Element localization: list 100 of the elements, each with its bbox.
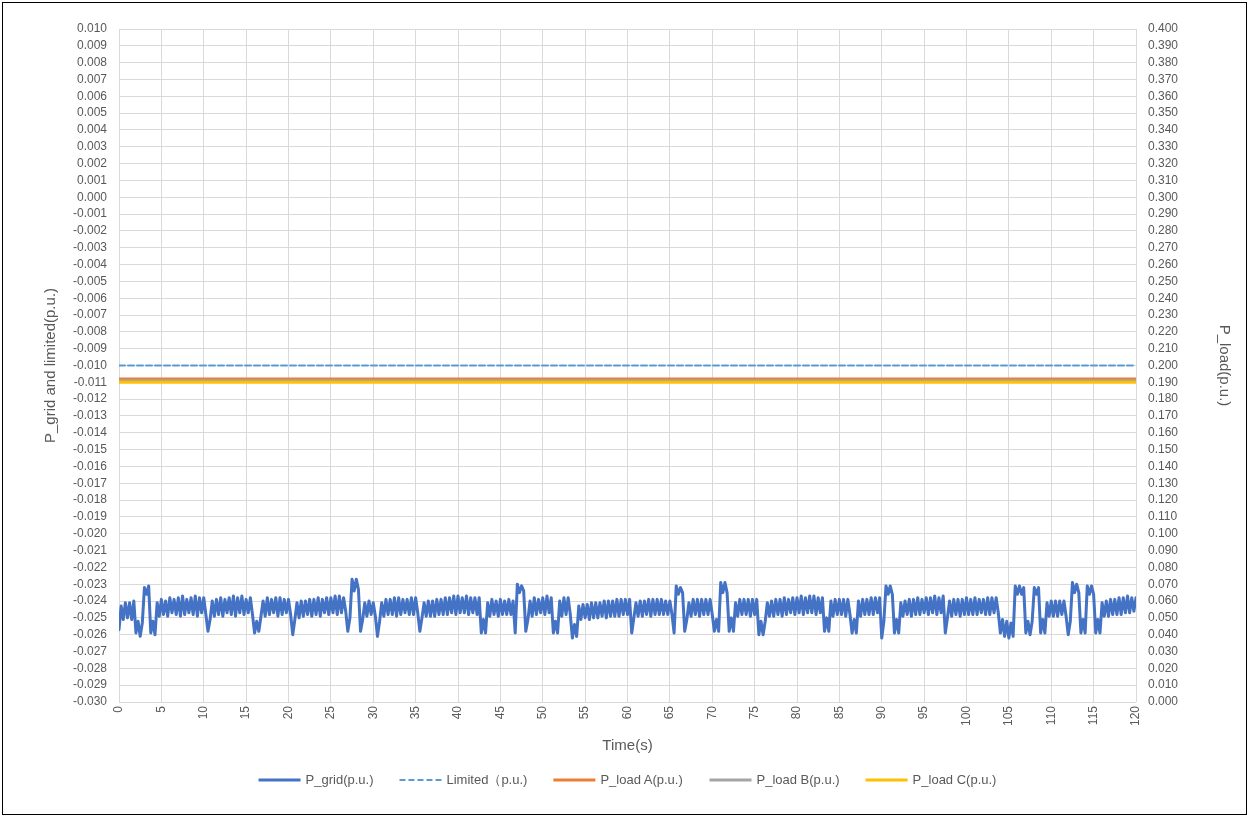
x-tick-label: 35 [407, 705, 422, 720]
y-tick-label: 0.005 [76, 105, 108, 120]
x-tick-label: 25 [323, 705, 338, 720]
y-tick-label: -0.018 [72, 492, 108, 507]
y-tick-label: 0.004 [76, 122, 108, 137]
x-tick-label: 100 [958, 705, 973, 727]
y-tick-label: -0.026 [72, 627, 108, 642]
x-tick-label: 105 [1001, 705, 1016, 727]
y-tick-label: 0.002 [76, 155, 108, 170]
y2-tick-label: 0.190 [1148, 374, 1179, 389]
y2-tick-label: 0.140 [1148, 458, 1179, 473]
y2-tick-label: 0.030 [1148, 643, 1179, 658]
x-tick-label: 75 [746, 705, 761, 720]
y2-tick-label: 0.370 [1148, 71, 1179, 86]
y-tick-label: 0.009 [76, 38, 108, 53]
y-tick-label: -0.008 [72, 324, 108, 339]
y2-tick-label: 0.330 [1148, 139, 1179, 154]
y2-tick-label: 0.020 [1148, 660, 1179, 675]
legend-label: Limited（p.u.) [446, 771, 528, 787]
y-tick-label: 0.008 [76, 54, 108, 69]
x-tick-label: 55 [577, 705, 592, 720]
y2-tick-label: 0.120 [1148, 492, 1179, 507]
y-tick-label: -0.017 [72, 475, 108, 490]
y2-tick-label: 0.340 [1148, 122, 1179, 137]
y2-tick-label: 0.200 [1148, 357, 1179, 372]
y-tick-label: -0.027 [72, 643, 108, 658]
legend-label: P_grid(p.u.) [305, 771, 374, 787]
y2-tick-label: 0.310 [1148, 172, 1179, 187]
y-tick-label: -0.002 [72, 223, 108, 238]
y-axis-title: P_grid and limited(p.u.) [41, 287, 59, 444]
y-tick-label: -0.024 [72, 593, 108, 608]
y2-tick-label: 0.300 [1148, 189, 1179, 204]
x-tick-label: 90 [874, 705, 889, 720]
y2-tick-label: 0.260 [1148, 256, 1179, 271]
y-tick-label: 0.006 [76, 88, 108, 103]
x-tick-label: 110 [1043, 705, 1058, 726]
y-tick-label: -0.030 [72, 694, 108, 709]
y2-tick-label: 0.230 [1148, 307, 1179, 322]
x-tick-label: 95 [916, 705, 931, 720]
x-tick-label: 65 [662, 705, 677, 720]
y-tick-label: -0.029 [72, 677, 108, 692]
y2-tick-label: 0.360 [1148, 88, 1179, 103]
y-tick-label: -0.015 [72, 441, 108, 456]
y2-tick-label: 0.080 [1148, 559, 1179, 574]
y2-tick-label: 0.220 [1148, 324, 1179, 339]
y-tick-label: -0.013 [72, 408, 108, 423]
y2-tick-label: 0.160 [1148, 425, 1179, 440]
y-tick-label: -0.020 [72, 526, 108, 541]
y-tick-label: -0.012 [72, 391, 108, 406]
y2-tick-label: 0.270 [1148, 240, 1179, 255]
x-tick-label: 70 [704, 705, 719, 720]
y2-tick-label: 0.400 [1148, 21, 1179, 36]
x-axis-title: Time(s) [602, 736, 653, 754]
y-tick-label: -0.009 [72, 340, 108, 355]
y2-tick-label: 0.350 [1148, 105, 1179, 120]
x-tick-label: 40 [450, 705, 465, 720]
x-tick-label: 0 [111, 705, 126, 713]
y2-tick-label: 0.170 [1148, 408, 1179, 423]
y2-tick-label: 0.290 [1148, 206, 1179, 221]
y2-tick-label: 0.280 [1148, 223, 1179, 238]
y2-tick-label: 0.380 [1148, 54, 1179, 69]
y-tick-label: 0.000 [76, 189, 108, 204]
y2-tick-label: 0.060 [1148, 593, 1179, 608]
x-tick-label: 45 [492, 705, 507, 720]
y2-tick-label: 0.090 [1148, 542, 1179, 557]
x-tick-label: 5 [153, 705, 168, 713]
y-tick-label: -0.010 [72, 357, 108, 372]
y2-tick-label: 0.250 [1148, 273, 1179, 288]
y2-tick-label: 0.100 [1148, 526, 1179, 541]
y2-tick-label: 0.110 [1148, 509, 1178, 524]
y-tick-label: -0.025 [72, 610, 108, 625]
y-tick-label: -0.003 [72, 240, 108, 255]
y-tick-label: -0.006 [72, 290, 108, 305]
y2-tick-label: 0.040 [1148, 627, 1179, 642]
x-tick-label: 30 [365, 705, 380, 720]
y2-tick-label: 0.000 [1148, 694, 1179, 709]
y-tick-label: -0.011 [73, 374, 108, 389]
y2-tick-label: 0.070 [1148, 576, 1179, 591]
y2-tick-label: 0.390 [1148, 38, 1179, 53]
y-tick-label: -0.014 [72, 425, 108, 440]
y2-tick-label: 0.010 [1148, 677, 1179, 692]
y2-tick-label: 0.180 [1148, 391, 1179, 406]
x-tick-label: 50 [535, 705, 550, 720]
y-tick-label: -0.019 [72, 509, 108, 524]
legend-label: P_load B(p.u.) [756, 771, 840, 787]
y-tick-label: 0.003 [76, 139, 108, 154]
x-tick-label: 15 [238, 705, 253, 720]
y2-tick-label: 0.050 [1148, 610, 1179, 625]
y-tick-label: -0.001 [72, 206, 108, 221]
y-tick-label: -0.016 [72, 458, 108, 473]
legend-label: P_load C(p.u.) [912, 771, 997, 787]
y2-axis-title: P_load(p.u.) [1216, 324, 1234, 407]
x-tick-label: 10 [196, 705, 211, 720]
y-tick-label: -0.028 [72, 660, 108, 675]
y-tick-label: -0.022 [72, 559, 108, 574]
y2-tick-label: 0.240 [1148, 290, 1179, 305]
y-tick-label: 0.010 [76, 21, 108, 36]
x-tick-label: 85 [831, 705, 846, 720]
y-tick-label: 0.001 [76, 172, 108, 187]
y-tick-label: 0.007 [76, 71, 108, 86]
